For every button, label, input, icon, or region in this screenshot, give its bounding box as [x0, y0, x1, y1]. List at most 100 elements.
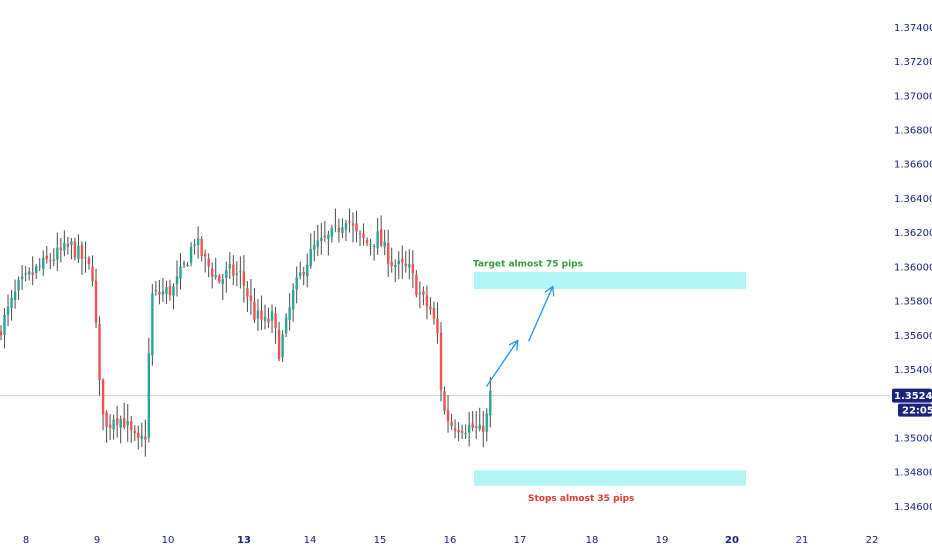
candle-down	[168, 285, 172, 296]
candle-down	[453, 428, 457, 431]
candle-down	[446, 410, 450, 422]
candle-up	[288, 307, 291, 320]
candle-up	[221, 279, 224, 285]
candle-up	[56, 247, 59, 260]
candle-down	[31, 272, 34, 275]
y-tick-label: 1.37400	[894, 23, 932, 34]
candle-down	[267, 318, 270, 323]
candle-up	[284, 317, 288, 334]
candle-down	[158, 291, 161, 295]
y-tick-label: 1.36800	[894, 126, 932, 137]
y-tick-label: 1.36200	[894, 228, 932, 239]
candle-down	[45, 255, 48, 260]
candle-up	[112, 419, 115, 430]
candle-down	[355, 223, 358, 232]
candle-down	[130, 421, 133, 430]
y-tick-label: 1.34800	[894, 468, 932, 479]
y-tick-label: 1.35800	[894, 297, 932, 308]
x-tick-label: 8	[23, 535, 29, 546]
candle-up	[306, 264, 309, 277]
candle-up	[281, 334, 284, 358]
y-axis[interactable]: 1.37400 1.37200 1.37000 1.36800 1.36600 1.364…	[894, 23, 932, 513]
candle-down	[482, 425, 485, 432]
annotation-label: Stops almost 35 pips	[528, 494, 634, 504]
candle-down	[232, 264, 235, 276]
candle-up	[341, 227, 344, 233]
candle-up	[270, 311, 274, 321]
candle-up	[186, 264, 189, 266]
candle-down	[38, 266, 41, 268]
candle-down	[415, 274, 418, 296]
candle-up	[467, 425, 471, 433]
y-tick-label: 1.36000	[894, 262, 932, 273]
candle-up	[485, 413, 488, 432]
candle-down	[260, 310, 263, 320]
arrows-layer	[485, 287, 552, 387]
candle-down	[115, 418, 119, 426]
candle-up	[309, 248, 312, 267]
candle-up	[24, 273, 27, 275]
candle-down	[422, 291, 425, 295]
candle-up	[408, 264, 411, 268]
candle-down	[337, 227, 341, 233]
candle-up	[327, 234, 330, 240]
candle-up	[3, 314, 6, 336]
candle-up	[295, 277, 298, 290]
candle-up	[17, 280, 20, 291]
candle-up	[228, 264, 231, 269]
candle-up	[196, 238, 200, 245]
y-tick-label: 1.34600	[894, 502, 932, 513]
candle-up	[256, 310, 260, 319]
candle-up	[20, 276, 24, 280]
candle-down	[379, 229, 383, 246]
candle-down	[404, 263, 407, 266]
candle-down	[365, 240, 369, 243]
candle-up	[372, 245, 376, 247]
candle-down	[94, 280, 98, 323]
candle-up	[291, 289, 295, 310]
candle-up	[193, 244, 196, 246]
candle-down	[101, 380, 105, 415]
candle-up	[161, 291, 165, 295]
candle-down	[390, 261, 393, 267]
candle-down	[123, 418, 126, 428]
candle-down	[253, 302, 256, 320]
y-tick-label: 1.35400	[894, 365, 932, 376]
candle-down	[49, 260, 52, 262]
candle-up	[369, 243, 372, 245]
zones-layer	[474, 271, 746, 486]
candle-up	[13, 291, 17, 300]
y-tick-label: 1.36600	[894, 160, 932, 171]
x-tick-label: 20	[725, 535, 739, 546]
candle-up	[394, 264, 397, 268]
candle-down	[439, 332, 443, 390]
candle-up	[175, 276, 179, 285]
countdown-tag-bg	[898, 403, 932, 417]
candle-down	[425, 295, 429, 307]
candle-up	[383, 241, 386, 247]
candle-down	[200, 238, 203, 257]
x-tick-label: 14	[304, 535, 317, 546]
candle-down	[207, 258, 210, 267]
x-axis[interactable]: 8 9 10 13 14 15 16 17 18 19 20 21 22	[23, 535, 879, 546]
x-tick-label: 18	[586, 535, 599, 546]
candle-down	[91, 266, 94, 281]
candle-up	[478, 424, 481, 430]
candle-up	[344, 223, 348, 230]
current-price-tag-bg	[892, 388, 932, 403]
candle-down	[239, 271, 242, 273]
candle-down	[351, 223, 355, 226]
candle-up	[42, 257, 45, 269]
candle-up	[299, 272, 302, 277]
candle-down	[460, 430, 464, 433]
candle-up	[263, 316, 267, 322]
candle-down	[450, 421, 453, 427]
x-tick-label: 17	[514, 535, 527, 546]
candle-down	[98, 323, 101, 381]
candle-down	[242, 271, 246, 286]
projection-arrow	[485, 341, 517, 387]
candle-up	[165, 287, 168, 294]
candle-down	[302, 271, 305, 275]
